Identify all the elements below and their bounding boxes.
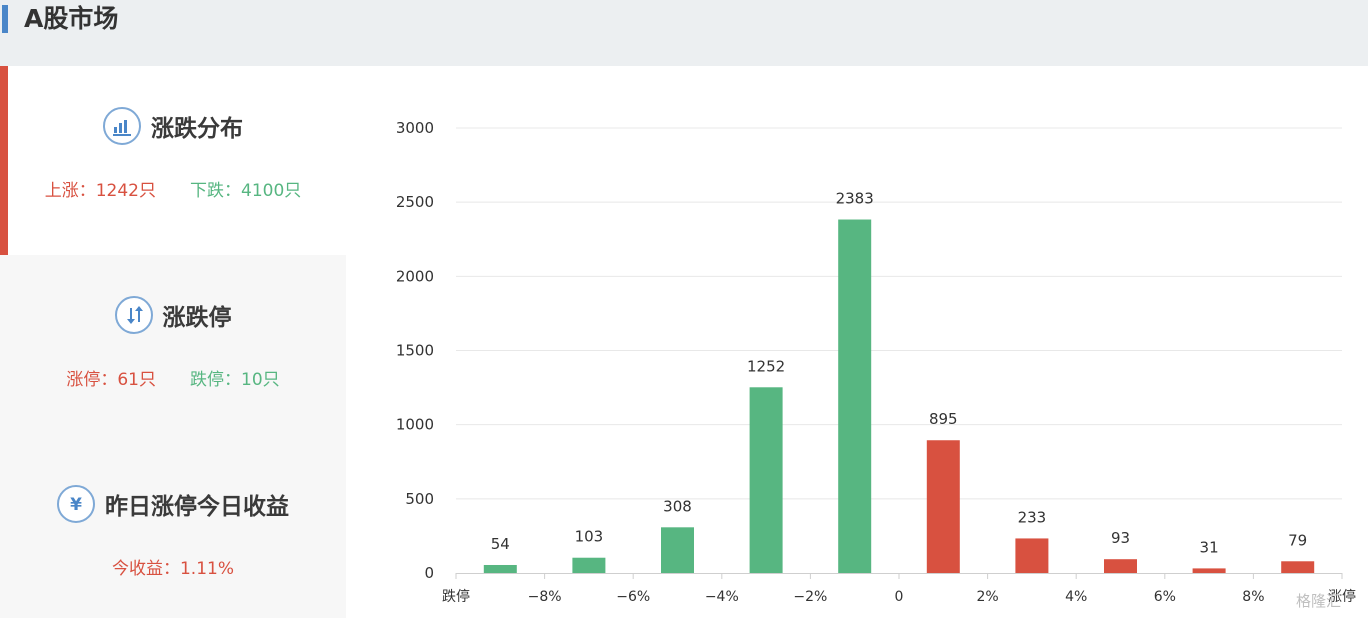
bar-value-label: 233 [1018,508,1047,526]
bar[interactable] [926,440,960,573]
section-header: A股市场 [0,0,1368,66]
watermark: 格隆汇 [1296,592,1342,610]
x-tick-label: −8% [528,589,562,605]
bar[interactable] [483,564,517,573]
x-tick-label: −6% [616,589,650,605]
x-tick-label: 0 [895,589,904,605]
y-tick-label: 0 [424,564,434,582]
limit-up-count: 涨停：61只 [66,370,156,390]
grid-lines [456,127,1342,500]
bar-value-label: 54 [491,535,510,553]
y-tick-label: 500 [405,490,434,508]
bar-chart-icon [103,107,141,145]
y-tick-label: 1000 [396,416,434,434]
bar-value-label: 1252 [747,357,785,375]
bar[interactable] [661,527,694,573]
y-axis: 0 500 1000 1500 2000 2500 3000 [396,119,434,582]
bar[interactable] [572,557,606,573]
x-tick-label: 4% [1065,589,1087,605]
bar[interactable] [1104,559,1137,573]
y-tick-label: 1500 [396,342,434,360]
bar[interactable] [1281,561,1315,573]
distribution-bar-chart: 0 500 1000 1500 2000 2500 3000 54 103 308 1252 238… [396,119,1356,605]
x-tick-label: −2% [793,589,827,605]
yen-icon: ¥ [57,485,95,523]
bar-value-label: 31 [1200,538,1219,556]
x-tick-label: 8% [1242,589,1264,605]
up-down-arrows-icon [114,296,153,334]
panel-title: 昨日涨停今日收益 [105,494,289,520]
panel-title: 涨跌停 [162,305,232,331]
bar-value-label: 2383 [836,190,874,208]
bar-value-label: 93 [1111,529,1130,547]
x-tick-label: 2% [976,589,998,605]
y-tick-label: 2000 [396,267,434,285]
header-accent-bar [2,5,8,33]
panel-limit-up-down[interactable]: 涨跌停 涨停：61只 跌停：10只 [0,255,346,444]
today-return: 今收益：1.11% [111,559,234,579]
active-indicator [0,66,8,255]
x-axis: 跌停 −8% −6% −4% −2% 0 2% 4% 6% 8% 涨停 [442,573,1356,605]
y-tick-label: 3000 [396,119,434,137]
panel-title: 涨跌分布 [151,116,243,142]
value-labels: 54 103 308 1252 2383 895 233 93 31 79 [491,190,1307,557]
bar[interactable] [749,387,783,573]
bar[interactable] [838,219,872,573]
panel-rise-fall-distribution[interactable]: 涨跌分布 上涨：1242只 下跌：4100只 [0,66,346,255]
svg-text:¥: ¥ [70,495,82,515]
bar-value-label: 895 [929,410,958,428]
x-tick-label: 6% [1154,589,1176,605]
panel-yesterday-limit-up-return[interactable]: ¥ 昨日涨停今日收益 今收益：1.11% [0,444,346,618]
x-tick-label: 涨停 [1328,588,1356,605]
page-title: A股市场 [24,4,119,33]
bar-value-label: 308 [663,497,692,515]
bar-value-label: 79 [1288,531,1307,549]
bar-value-label: 103 [575,528,604,546]
x-tick-label: −4% [705,589,739,605]
rise-count: 上涨：1242只 [44,181,156,201]
bar[interactable] [1192,568,1226,573]
limit-down-count: 跌停：10只 [190,370,280,390]
y-tick-label: 2500 [396,193,434,211]
fall-count: 下跌：4100只 [190,181,302,201]
bar[interactable] [1015,538,1049,573]
bars [483,219,1315,573]
x-tick-label: 跌停 [442,588,470,605]
